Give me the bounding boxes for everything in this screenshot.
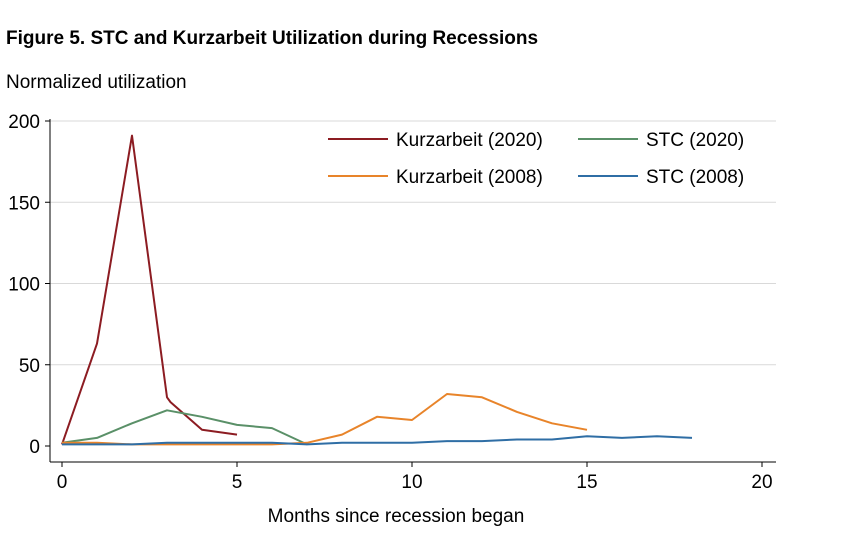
chart-title: Figure 5. STC and Kurzarbeit Utilization…: [6, 28, 539, 49]
y-tick-label: 50: [19, 356, 40, 377]
x-axis-label: Months since recession began: [267, 506, 525, 527]
y-tick-label: 100: [8, 275, 40, 296]
y-tick-label: 150: [8, 193, 40, 214]
y-tick-label: 0: [29, 437, 40, 458]
legend-label: Kurzarbeit (2020): [396, 130, 543, 151]
x-tick-label: 5: [232, 472, 243, 493]
series-line-0: [61, 134, 238, 445]
legend-label: STC (2008): [646, 167, 744, 188]
x-tick-label: 20: [751, 472, 772, 493]
axes: 0 50 100 150 200 0 5 10 15 20: [8, 112, 776, 493]
series-lines: [61, 134, 693, 446]
x-tick-label: 0: [57, 472, 68, 493]
legend-label: STC (2020): [646, 130, 744, 151]
grid-lines: [50, 120, 776, 366]
legend-label: Kurzarbeit (2008): [396, 167, 543, 188]
legend: Kurzarbeit (2020) STC (2020) Kurzarbeit (2…: [328, 130, 744, 188]
y-axis-label: Normalized utilization: [6, 72, 187, 93]
y-tick-label: 200: [8, 112, 40, 133]
series-line-1: [61, 409, 308, 446]
x-tick-label: 10: [401, 472, 422, 493]
series-line-3: [62, 435, 693, 446]
x-tick-label: 15: [576, 472, 597, 493]
